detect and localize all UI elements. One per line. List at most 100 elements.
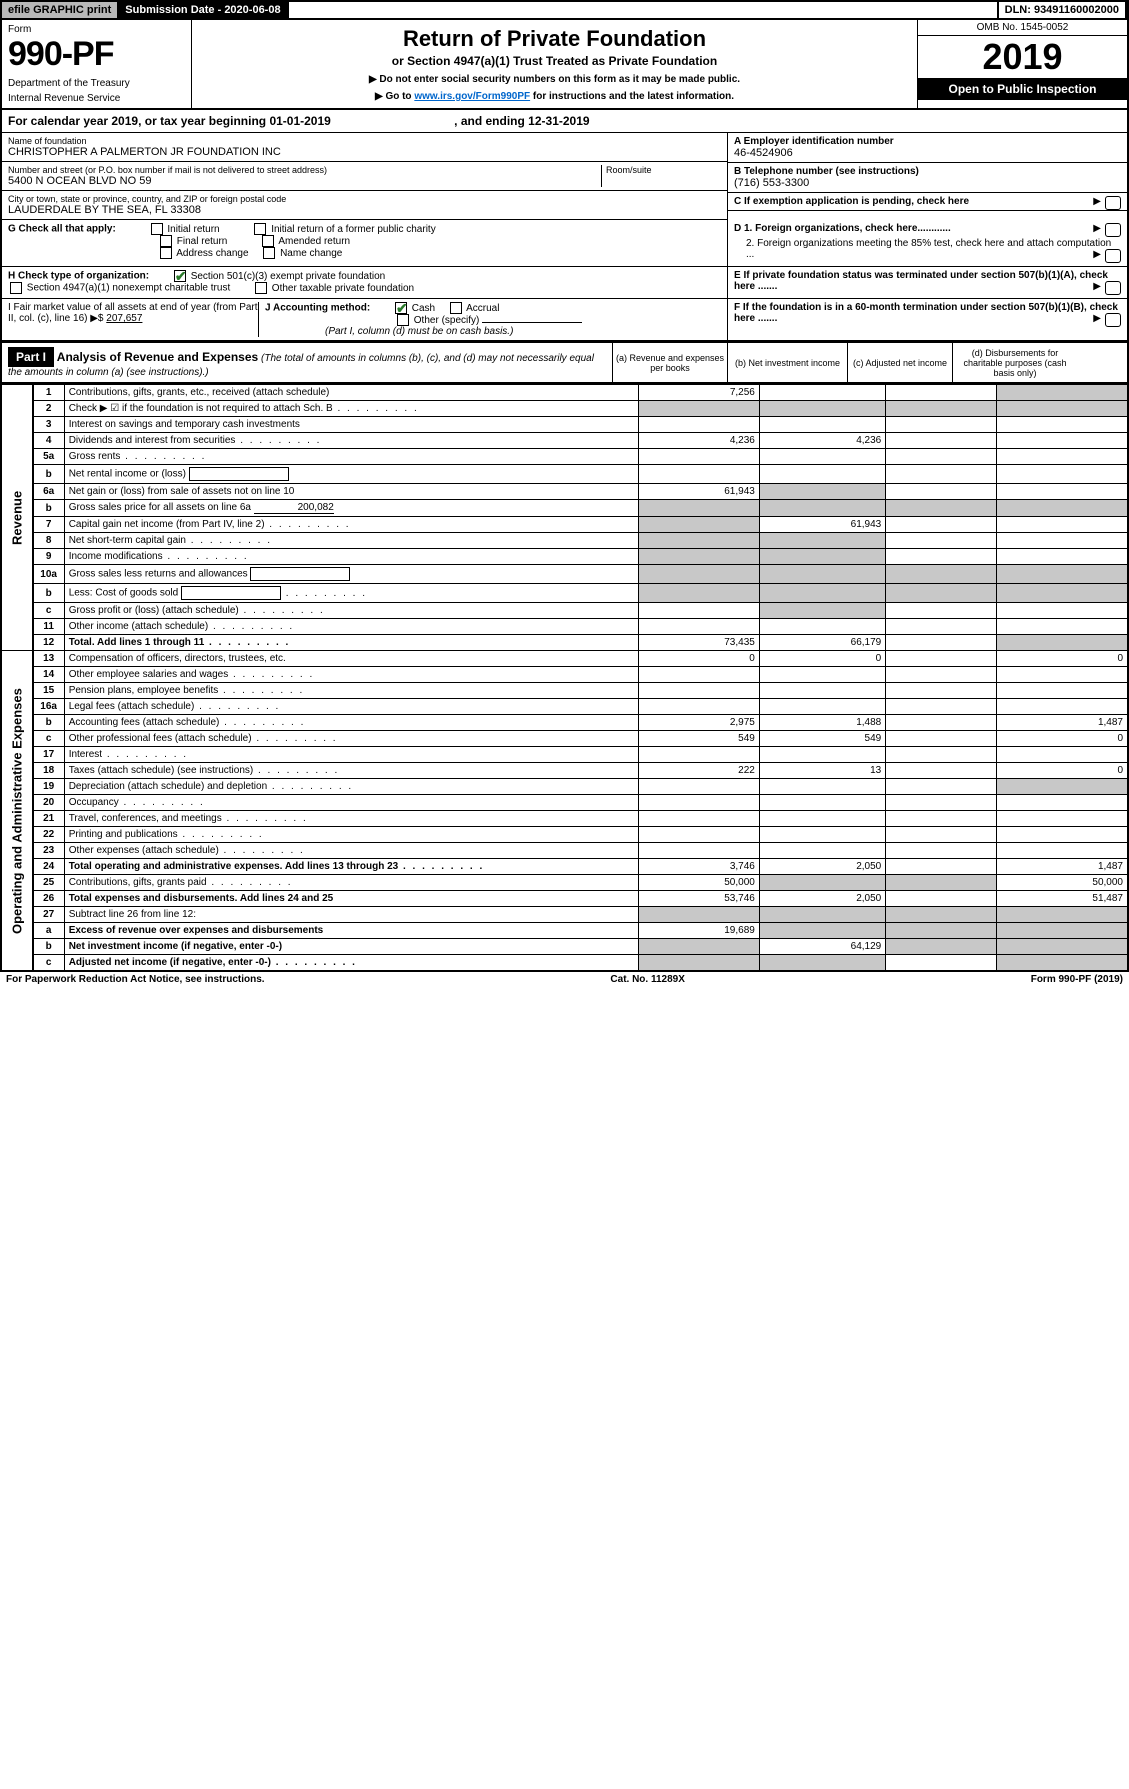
chk-accrual[interactable]	[450, 302, 462, 314]
chk-cash[interactable]	[395, 302, 407, 314]
table-row: bAccounting fees (attach schedule)2,9751…	[1, 715, 1128, 731]
chk-4947[interactable]	[10, 282, 22, 294]
table-row: 25Contributions, gifts, grants paid50,00…	[1, 875, 1128, 891]
foundation-name-cell: Name of foundation CHRISTOPHER A PALMERT…	[2, 133, 727, 162]
checkbox-f[interactable]	[1105, 313, 1121, 327]
table-row: 10aGross sales less returns and allowanc…	[1, 565, 1128, 584]
dept-irs: Internal Revenue Service	[8, 93, 185, 104]
checkbox-c[interactable]	[1105, 196, 1121, 210]
table-row: 7Capital gain net income (from Part IV, …	[1, 517, 1128, 533]
col-b-header: (b) Net investment income	[727, 343, 847, 382]
submission-date: Submission Date - 2020-06-08	[119, 2, 288, 18]
form-ref: Form 990-PF (2019)	[1031, 974, 1123, 985]
dln: DLN: 93491160002000	[999, 2, 1127, 18]
table-row: 22Printing and publications	[1, 827, 1128, 843]
table-row: Operating and Administrative Expenses13C…	[1, 651, 1128, 667]
dept-treasury: Department of the Treasury	[8, 78, 185, 89]
foundation-name: CHRISTOPHER A PALMERTON JR FOUNDATION IN…	[8, 146, 721, 158]
form-header: Form 990-PF Department of the Treasury I…	[0, 20, 1129, 110]
table-row: 20Occupancy	[1, 795, 1128, 811]
table-row: 8Net short-term capital gain	[1, 533, 1128, 549]
table-row: 16aLegal fees (attach schedule)	[1, 699, 1128, 715]
table-row: bGross sales price for all assets on lin…	[1, 500, 1128, 517]
table-row: 26Total expenses and disbursements. Add …	[1, 891, 1128, 907]
table-row: bNet rental income or (loss)	[1, 465, 1128, 484]
table-row: 21Travel, conferences, and meetings	[1, 811, 1128, 827]
table-row: cOther professional fees (attach schedul…	[1, 731, 1128, 747]
table-row: 19Depreciation (attach schedule) and dep…	[1, 779, 1128, 795]
table-row: cGross profit or (loss) (attach schedule…	[1, 603, 1128, 619]
chk-name[interactable]	[263, 247, 275, 259]
section-g-row: G Check all that apply: Initial return I…	[0, 220, 1129, 267]
table-row: Revenue1Contributions, gifts, grants, et…	[1, 385, 1128, 401]
section-h-row: H Check type of organization: Section 50…	[0, 267, 1129, 299]
table-row: 12Total. Add lines 1 through 1173,43566,…	[1, 635, 1128, 651]
col-d-header: (d) Disbursements for charitable purpose…	[952, 343, 1077, 382]
page-footer: For Paperwork Reduction Act Notice, see …	[0, 971, 1129, 987]
chk-initial-former[interactable]	[254, 223, 266, 235]
table-row: 15Pension plans, employee benefits	[1, 683, 1128, 699]
table-row: 14Other employee salaries and wages	[1, 667, 1128, 683]
table-row: bLess: Cost of goods sold	[1, 584, 1128, 603]
goto-note: ▶ Go to www.irs.gov/Form990PF for instru…	[198, 91, 911, 102]
table-row: 24Total operating and administrative exp…	[1, 859, 1128, 875]
col-a-header: (a) Revenue and expenses per books	[612, 343, 727, 382]
city-state-zip: LAUDERDALE BY THE SEA, FL 33308	[8, 204, 721, 216]
checkbox-e[interactable]	[1105, 281, 1121, 295]
street-address: 5400 N OCEAN BLVD NO 59	[8, 175, 601, 187]
expenses-label: Operating and Administrative Expenses	[1, 651, 33, 971]
section-c: C If exemption application is pending, c…	[728, 193, 1127, 211]
table-row: aExcess of revenue over expenses and dis…	[1, 923, 1128, 939]
omb-number: OMB No. 1545-0052	[918, 20, 1127, 36]
table-row: 11Other income (attach schedule)	[1, 619, 1128, 635]
checkbox-d2[interactable]	[1105, 249, 1121, 263]
table-row: 9Income modifications	[1, 549, 1128, 565]
irs-link[interactable]: www.irs.gov/Form990PF	[414, 91, 530, 102]
top-bar: efile GRAPHIC print Submission Date - 20…	[0, 0, 1129, 20]
form-label: Form	[8, 24, 185, 35]
table-row: 17Interest	[1, 747, 1128, 763]
efile-label: efile GRAPHIC print	[2, 2, 119, 18]
section-e: E If private foundation status was termi…	[727, 267, 1127, 298]
entity-info: Name of foundation CHRISTOPHER A PALMERT…	[0, 133, 1129, 220]
table-row: 2Check ▶ ☑ if the foundation is not requ…	[1, 401, 1128, 417]
chk-initial[interactable]	[151, 223, 163, 235]
checkbox-d1[interactable]	[1105, 223, 1121, 237]
part1-title: Analysis of Revenue and Expenses	[57, 350, 258, 364]
fmv-value: 207,657	[106, 313, 142, 324]
form-number: 990-PF	[8, 35, 185, 74]
chk-501c3[interactable]	[174, 270, 186, 282]
chk-amended[interactable]	[262, 235, 274, 247]
chk-final[interactable]	[160, 235, 172, 247]
table-row: bNet investment income (if negative, ent…	[1, 939, 1128, 955]
tax-year: 2019	[918, 36, 1127, 78]
col-c-header: (c) Adjusted net income	[847, 343, 952, 382]
telephone: (716) 553-3300	[734, 177, 1121, 189]
section-d: D 1. Foreign organizations, check here..…	[727, 220, 1127, 266]
chk-other-taxable[interactable]	[255, 282, 267, 294]
part1-label: Part I	[8, 347, 54, 367]
form-subtitle: or Section 4947(a)(1) Trust Treated as P…	[198, 54, 911, 68]
inspection-label: Open to Public Inspection	[918, 78, 1127, 100]
chk-address[interactable]	[160, 247, 172, 259]
revenue-label: Revenue	[1, 385, 33, 651]
chk-other-method[interactable]	[397, 314, 409, 326]
table-row: cAdjusted net income (if negative, enter…	[1, 955, 1128, 971]
form-title: Return of Private Foundation	[198, 26, 911, 52]
table-row: 5aGross rents	[1, 449, 1128, 465]
table-row: 23Other expenses (attach schedule)	[1, 843, 1128, 859]
table-row: 3Interest on savings and temporary cash …	[1, 417, 1128, 433]
paperwork-notice: For Paperwork Reduction Act Notice, see …	[6, 974, 265, 985]
ssn-note: ▶ Do not enter social security numbers o…	[198, 74, 911, 85]
table-row: 4Dividends and interest from securities4…	[1, 433, 1128, 449]
part1-header-row: Part I Analysis of Revenue and Expenses …	[0, 342, 1129, 384]
table-row: 18Taxes (attach schedule) (see instructi…	[1, 763, 1128, 779]
section-ij-row: I Fair market value of all assets at end…	[0, 299, 1129, 342]
part1-table: Revenue1Contributions, gifts, grants, et…	[0, 384, 1129, 971]
cat-no: Cat. No. 11289X	[610, 974, 684, 985]
table-row: 6aNet gain or (loss) from sale of assets…	[1, 484, 1128, 500]
ein: 46-4524906	[734, 147, 1121, 159]
calendar-year-row: For calendar year 2019, or tax year begi…	[0, 110, 1129, 133]
table-row: 27Subtract line 26 from line 12:	[1, 907, 1128, 923]
section-f: F If the foundation is in a 60-month ter…	[727, 299, 1127, 340]
